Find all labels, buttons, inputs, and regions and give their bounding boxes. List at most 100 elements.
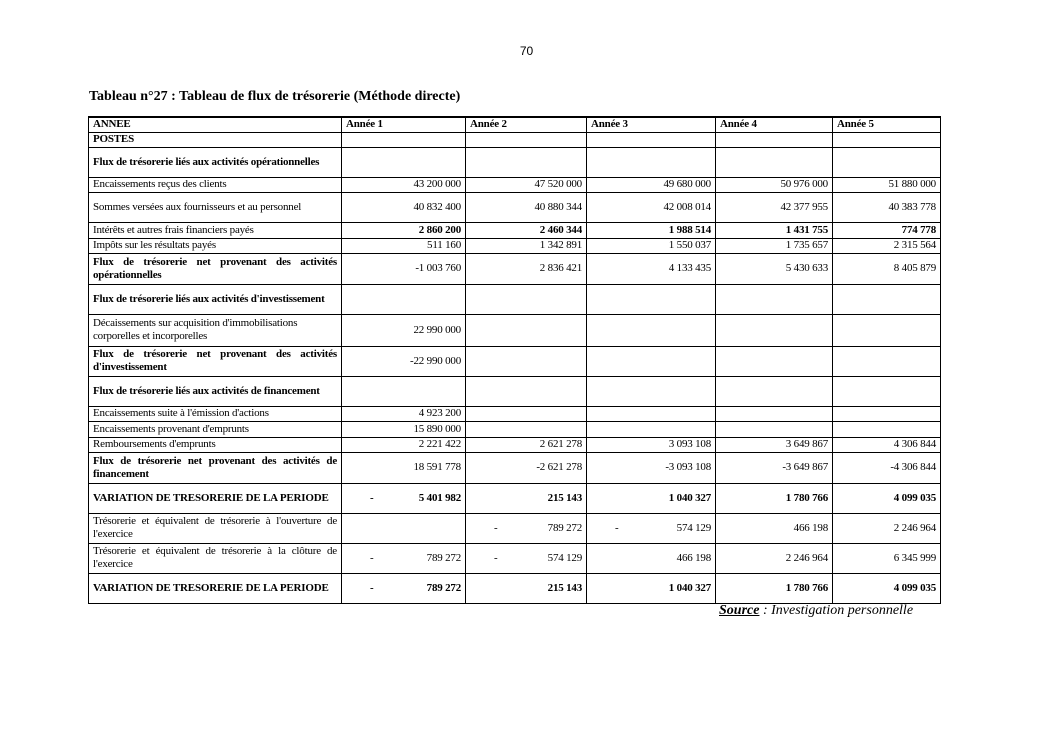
table-row: Impôts sur les résultats payés 511 160 1 3…	[88, 237, 941, 254]
value-cell	[586, 283, 716, 315]
value-cell: 2 860 200	[341, 221, 466, 239]
value-cell: 22 990 000	[341, 313, 466, 347]
table-row: Flux de trésorerie liés aux activités de…	[88, 375, 941, 407]
value-cell	[465, 375, 587, 407]
value-cell: 215 143	[465, 572, 587, 604]
value-cell: 1 735 657	[715, 237, 833, 254]
value-cell	[341, 375, 466, 407]
value-cell: 1 550 037	[586, 237, 716, 254]
value-cell: 1 431 755	[715, 221, 833, 239]
value-cell: 774 778	[832, 221, 941, 239]
row-label: POSTES	[88, 131, 342, 148]
value-cell: - 789 272	[465, 512, 587, 544]
row-label: Flux de trésorerie liés aux activités de…	[88, 375, 342, 407]
row-label: Trésorerie et équivalent de trésorerie à…	[88, 512, 342, 544]
value-cell: 1 342 891	[465, 237, 587, 254]
source-text: : Investigation personnelle	[759, 603, 914, 618]
value-cell	[586, 405, 716, 422]
value-cell	[715, 420, 833, 438]
table-row: Flux de trésorerie net provenant des act…	[88, 252, 941, 285]
row-label: Sommes versées aux fournisseurs et au pe…	[88, 191, 342, 223]
value-cell: 43 200 000	[341, 176, 466, 193]
value-cell: 40 832 400	[341, 191, 466, 223]
value-cell	[586, 345, 716, 377]
table-row: Trésorerie et équivalent de trésorerie à…	[88, 542, 941, 574]
value-cell: 466 198	[586, 542, 716, 574]
value-cell: 3 093 108	[586, 436, 716, 453]
value-cell: 40 880 344	[465, 191, 587, 223]
value-cell	[586, 313, 716, 347]
value-cell: 2 315 564	[832, 237, 941, 254]
value-cell: 1 040 327	[586, 572, 716, 604]
row-label: Décaissements sur acquisition d'immobili…	[88, 313, 342, 347]
column-header: Année 2	[465, 116, 587, 133]
negative-dash: -	[370, 491, 374, 504]
value-cell: 511 160	[341, 237, 466, 254]
row-label: Remboursements d'emprunts	[88, 436, 342, 453]
value-cell	[465, 146, 587, 178]
table-row: Flux de trésorerie net provenant des act…	[88, 345, 941, 377]
row-label: Flux de trésorerie liés aux activités d'…	[88, 283, 342, 315]
value-cell	[465, 420, 587, 438]
value-cell: -2 621 278	[465, 451, 587, 484]
value-cell: 50 976 000	[715, 176, 833, 193]
table-row: Encaissements provenant d'emprunts 15 890…	[88, 420, 941, 438]
value-cell	[715, 283, 833, 315]
value-cell	[715, 405, 833, 422]
row-label: Impôts sur les résultats payés	[88, 237, 342, 254]
negative-dash: -	[370, 551, 374, 564]
row-label: Encaissements suite à l'émission d'actio…	[88, 405, 342, 422]
value-cell: -1 003 760	[341, 252, 466, 285]
value-cell: 2 621 278	[465, 436, 587, 453]
value-cell: 5 430 633	[715, 252, 833, 285]
value-cell	[715, 313, 833, 347]
source-note: Source : Investigation personnelle	[719, 603, 913, 619]
value-number: 5 401 982	[418, 491, 461, 504]
value-cell: 2 221 422	[341, 436, 466, 453]
value-cell: 466 198	[715, 512, 833, 544]
page-number: 70	[519, 44, 534, 58]
table-row: POSTES	[88, 131, 941, 148]
value-cell: 6 345 999	[832, 542, 941, 574]
row-label: VARIATION DE TRESORERIE DE LA PERIODE	[88, 572, 342, 604]
table-header-row: ANNEE Année 1 Année 2 Année 3 Année 4 Année 5	[88, 116, 941, 133]
negative-dash: -	[370, 581, 374, 594]
value-cell: -3 649 867	[715, 451, 833, 484]
value-cell: 49 680 000	[586, 176, 716, 193]
value-cell: 1 780 766	[715, 482, 833, 514]
column-header: Année 5	[832, 116, 941, 133]
value-cell	[586, 420, 716, 438]
value-cell	[341, 283, 466, 315]
row-label: Encaissements reçus des clients	[88, 176, 342, 193]
value-cell: -3 093 108	[586, 451, 716, 484]
value-cell	[465, 283, 587, 315]
table-row: Remboursements d'emprunts 2 221 422 2 621 …	[88, 436, 941, 453]
value-cell	[465, 131, 587, 148]
table-row: Intérêts et autres frais financiers payé…	[88, 221, 941, 239]
value-cell	[832, 283, 941, 315]
value-cell: 1 988 514	[586, 221, 716, 239]
table-row: Sommes versées aux fournisseurs et au pe…	[88, 191, 941, 223]
value-cell	[832, 146, 941, 178]
value-cell: 2 836 421	[465, 252, 587, 285]
value-cell	[832, 375, 941, 407]
value-cell: 4 099 035	[832, 482, 941, 514]
negative-dash: -	[494, 521, 498, 534]
value-cell	[341, 512, 466, 544]
value-cell: 42 008 014	[586, 191, 716, 223]
value-number: 789 272	[426, 581, 462, 594]
value-cell: -22 990 000	[341, 345, 466, 377]
column-header: Année 1	[341, 116, 466, 133]
column-header: Année 4	[715, 116, 833, 133]
value-cell	[832, 345, 941, 377]
value-cell	[715, 146, 833, 178]
value-cell	[715, 345, 833, 377]
value-cell	[586, 375, 716, 407]
table-row: VARIATION DE TRESORERIE DE LA PERIODE - 5 …	[88, 482, 941, 514]
negative-dash: -	[615, 521, 619, 534]
value-cell: - 789 272	[341, 542, 466, 574]
value-cell	[832, 313, 941, 347]
value-cell: - 574 129	[465, 542, 587, 574]
value-cell: 4 306 844	[832, 436, 941, 453]
table-row: Trésorerie et équivalent de trésorerie à…	[88, 512, 941, 544]
